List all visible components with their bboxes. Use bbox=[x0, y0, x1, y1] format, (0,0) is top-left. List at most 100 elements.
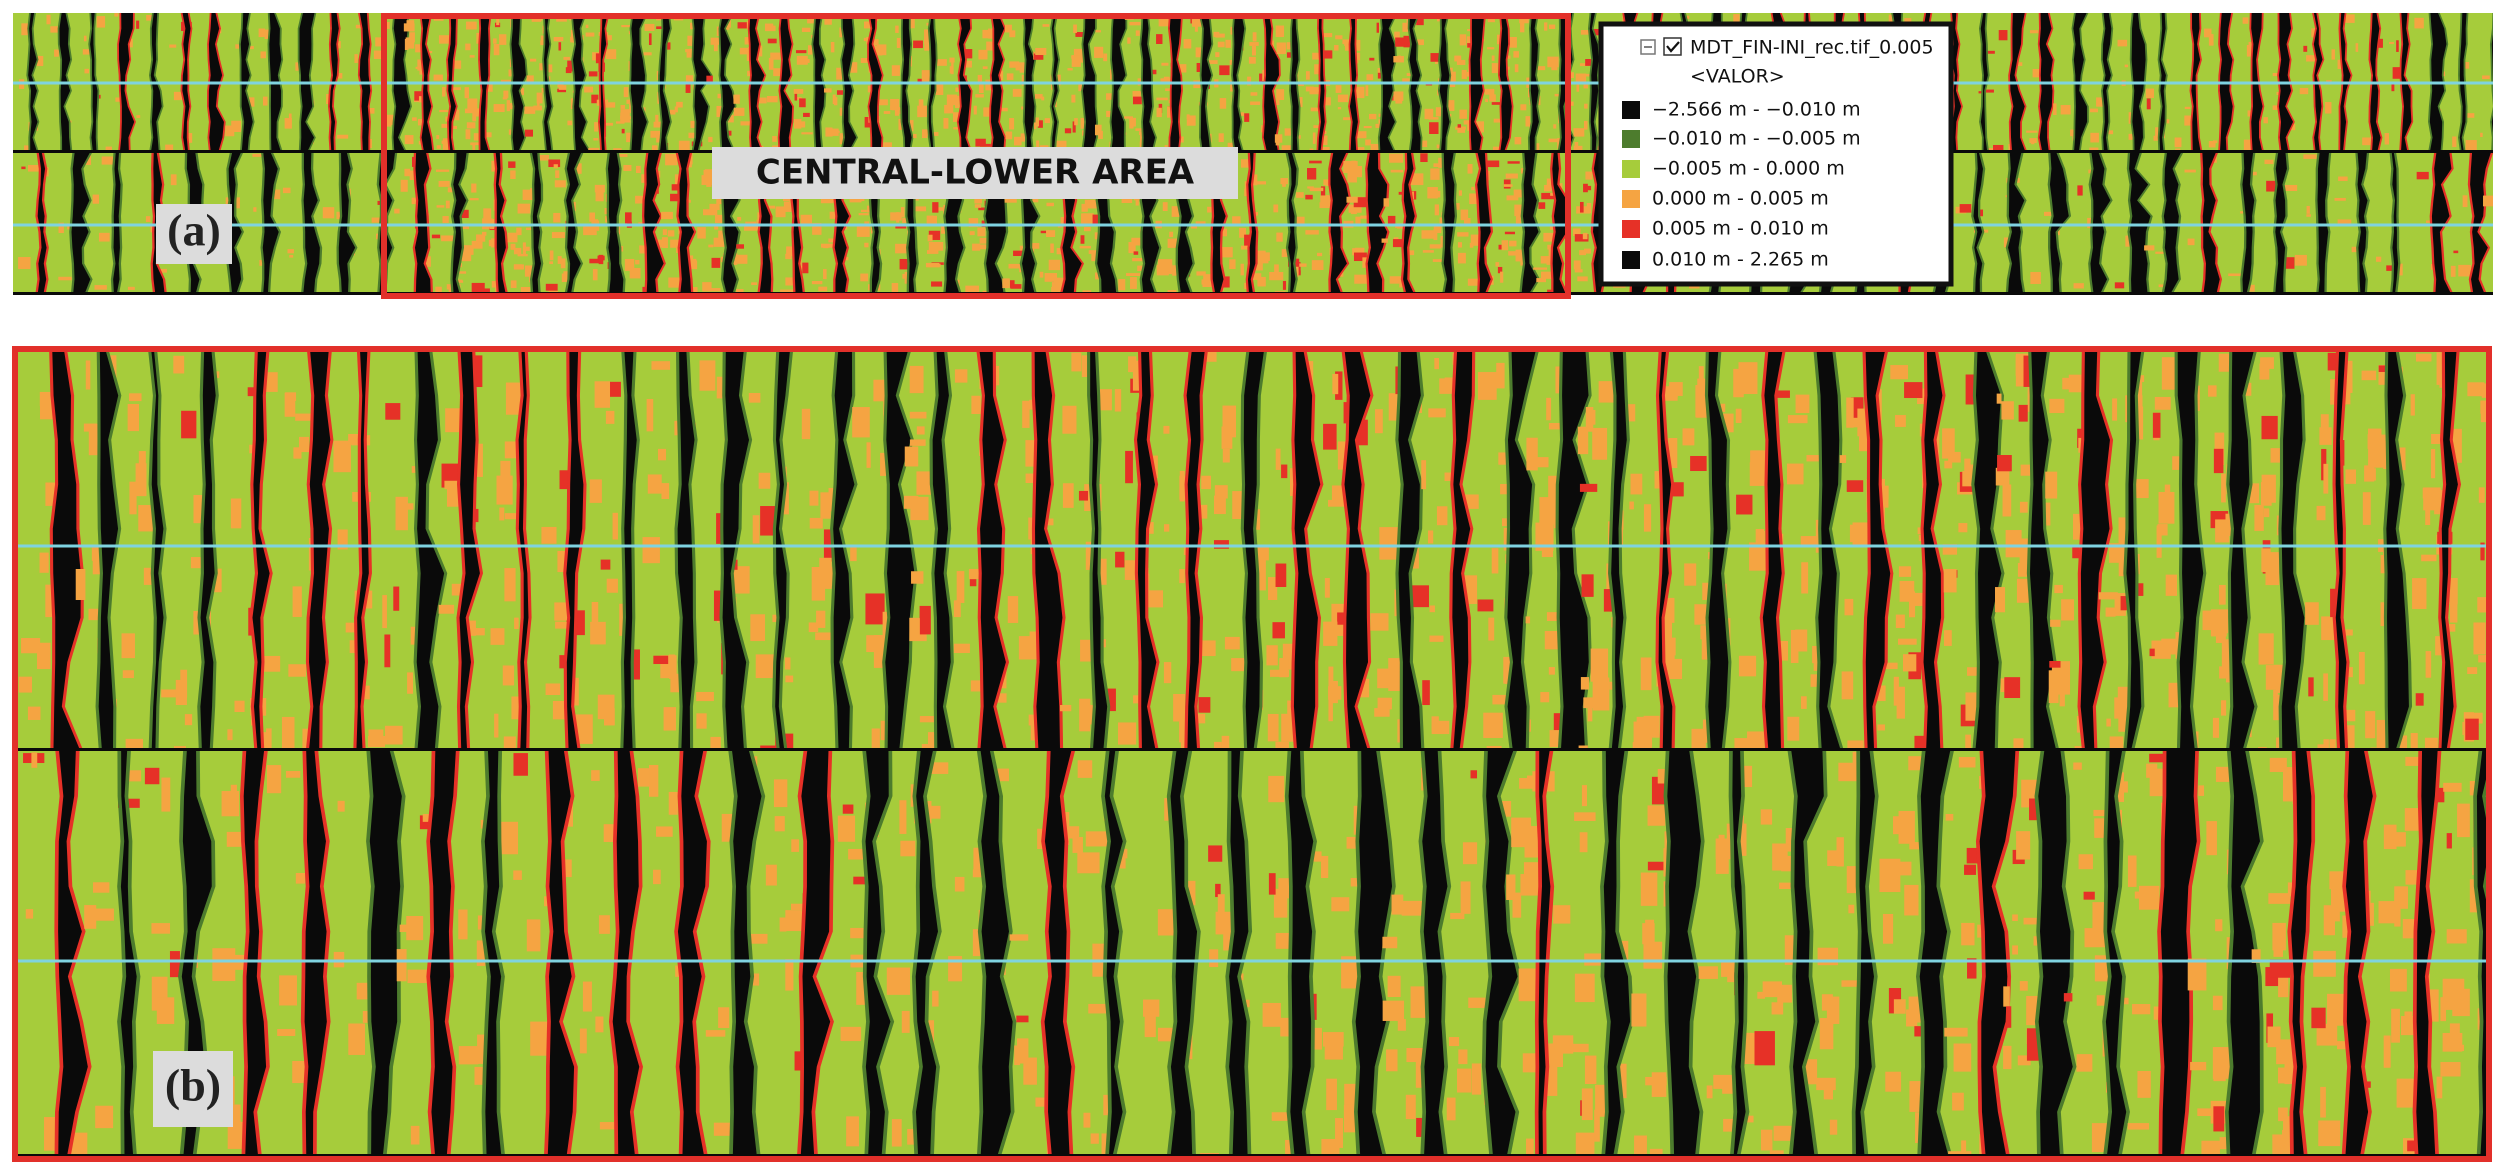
raster-patch bbox=[2263, 117, 2268, 124]
raster-patch bbox=[1996, 393, 2002, 404]
raster-patch bbox=[368, 729, 384, 743]
raster-patch bbox=[1525, 616, 1531, 624]
raster-patch bbox=[686, 52, 693, 58]
raster-patch bbox=[2376, 719, 2388, 754]
raster-patch bbox=[970, 680, 986, 692]
raster-patch bbox=[651, 145, 658, 152]
raster-patch bbox=[973, 105, 977, 115]
raster-patch bbox=[2294, 254, 2307, 266]
raster-patch bbox=[819, 557, 832, 589]
raster-patch bbox=[1256, 250, 1266, 256]
raster-patch bbox=[606, 578, 618, 593]
raster-patch bbox=[295, 872, 306, 884]
raster-patch bbox=[1250, 101, 1261, 105]
raster-patch bbox=[1305, 230, 1319, 235]
raster-patch bbox=[2090, 108, 2098, 113]
raster-patch bbox=[1581, 73, 1592, 77]
raster-patch bbox=[225, 125, 235, 137]
raster-strip bbox=[1732, 751, 1746, 1157]
raster-patch bbox=[1171, 206, 1181, 217]
raster-patch bbox=[1430, 53, 1439, 62]
raster-patch bbox=[2355, 43, 2359, 52]
raster-patch bbox=[1221, 426, 1233, 449]
raster-patch bbox=[500, 460, 511, 482]
raster-patch bbox=[688, 164, 692, 168]
raster-patch bbox=[665, 153, 678, 166]
raster-patch bbox=[2362, 137, 2371, 146]
raster-patch bbox=[2154, 396, 2171, 410]
legend-items: −2.566 m - −0.010 m−0.010 m - −0.005 m−0… bbox=[1622, 99, 1861, 271]
raster-patch bbox=[2446, 1044, 2465, 1052]
raster-patch bbox=[226, 831, 245, 847]
raster-patch bbox=[2045, 471, 2058, 499]
raster-patch bbox=[786, 246, 794, 257]
raster-patch bbox=[1467, 278, 1481, 286]
raster-patch bbox=[2220, 700, 2227, 716]
raster-patch bbox=[1585, 59, 1594, 66]
raster-patch bbox=[510, 243, 516, 250]
raster-patch bbox=[1192, 713, 1206, 724]
raster-patch bbox=[1355, 147, 1365, 152]
raster-patch bbox=[279, 975, 297, 1006]
raster-patch bbox=[513, 264, 524, 270]
raster-strip bbox=[1034, 351, 1063, 751]
raster-patch bbox=[1158, 259, 1173, 272]
raster-strip bbox=[1974, 351, 2002, 751]
raster-patch bbox=[1581, 574, 1594, 597]
raster-patch bbox=[1428, 530, 1434, 544]
raster-patch bbox=[533, 105, 543, 111]
raster-patch bbox=[1335, 35, 1343, 40]
raster-patch bbox=[572, 163, 582, 174]
raster-patch bbox=[563, 56, 570, 60]
raster-patch bbox=[1402, 22, 1413, 32]
raster-patch bbox=[703, 169, 716, 180]
raster-patch bbox=[2073, 762, 2082, 770]
raster-patch bbox=[567, 60, 575, 72]
raster-patch bbox=[2273, 694, 2283, 721]
raster-patch bbox=[1214, 485, 1228, 499]
raster-patch bbox=[1574, 973, 1595, 1003]
raster-patch bbox=[2478, 487, 2485, 503]
raster-patch bbox=[1328, 499, 1348, 507]
raster-patch bbox=[1355, 247, 1365, 254]
raster-patch bbox=[774, 816, 785, 832]
raster-patch bbox=[2345, 709, 2356, 722]
checkbox[interactable] bbox=[1663, 37, 1682, 56]
panel-label-bg bbox=[156, 204, 232, 264]
raster-patch bbox=[582, 981, 592, 1012]
raster-patch bbox=[1457, 252, 1466, 264]
raster-patch bbox=[635, 259, 640, 265]
raster-patch bbox=[526, 919, 541, 952]
raster-patch bbox=[760, 506, 776, 536]
raster-patch bbox=[812, 222, 822, 235]
raster-patch bbox=[718, 230, 728, 241]
raster-patch bbox=[1328, 693, 1333, 722]
raster-patch bbox=[2184, 169, 2196, 173]
raster-patch bbox=[1045, 518, 1054, 526]
raster-patch bbox=[2096, 97, 2104, 107]
raster-patch bbox=[623, 87, 629, 98]
raster-patch bbox=[2386, 265, 2397, 271]
raster-patch bbox=[1575, 73, 1587, 82]
raster-patch bbox=[773, 68, 782, 77]
raster-patch bbox=[2480, 401, 2487, 423]
raster-patch bbox=[465, 129, 471, 140]
raster-patch bbox=[406, 20, 415, 31]
raster-patch bbox=[713, 41, 718, 52]
raster-patch bbox=[1281, 145, 1292, 154]
raster-patch bbox=[1078, 490, 1089, 501]
raster-patch bbox=[825, 127, 833, 137]
raster-patch bbox=[1491, 102, 1502, 105]
panel-label: (a) bbox=[167, 205, 221, 256]
raster-strip bbox=[252, 351, 270, 751]
raster-patch bbox=[1550, 192, 1556, 196]
raster-strip bbox=[1243, 351, 1264, 751]
raster-strip bbox=[547, 751, 575, 1157]
raster-patch bbox=[1026, 243, 1040, 249]
raster-patch bbox=[968, 218, 979, 228]
raster-strip bbox=[833, 351, 855, 751]
raster-patch bbox=[2076, 1054, 2093, 1072]
raster-patch bbox=[1251, 45, 1256, 56]
raster-patch bbox=[82, 49, 93, 55]
raster-patch bbox=[1544, 184, 1552, 192]
